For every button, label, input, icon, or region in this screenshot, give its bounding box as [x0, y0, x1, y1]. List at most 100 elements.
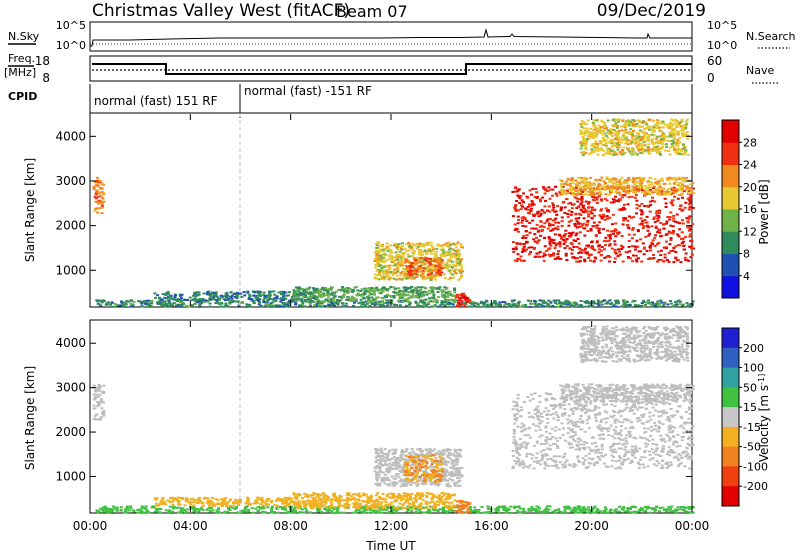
range-cell	[642, 134, 646, 137]
range-cell	[290, 505, 293, 508]
range-cell	[677, 235, 681, 238]
range-cell	[535, 505, 539, 508]
range-cell	[99, 201, 103, 204]
range-cell	[100, 301, 104, 304]
range-cell	[670, 505, 674, 508]
range-cell	[672, 122, 676, 125]
range-cell	[603, 125, 607, 128]
range-cell	[613, 240, 617, 243]
range-cell	[330, 511, 334, 514]
range-cell	[654, 123, 658, 126]
range-cell	[390, 507, 394, 509]
range-cell	[580, 124, 583, 127]
range-cell	[362, 296, 366, 299]
range-cell	[283, 505, 287, 508]
range-cell	[585, 127, 589, 130]
scatter-region-6	[454, 292, 472, 308]
range-cell	[686, 197, 690, 200]
range-cell	[584, 146, 588, 149]
range-cell	[574, 217, 578, 220]
range-cell	[96, 211, 100, 214]
range-cell	[621, 136, 625, 139]
range-cell	[641, 227, 645, 229]
range-cell	[683, 256, 687, 259]
range-cell	[579, 122, 583, 125]
range-cell	[686, 153, 690, 156]
range-cell	[557, 299, 561, 302]
range-cell	[594, 135, 598, 138]
range-cell	[323, 508, 327, 510]
range-cell	[396, 245, 399, 247]
range-cell	[540, 511, 543, 514]
range-cell	[434, 264, 438, 267]
range-cell	[186, 508, 190, 511]
range-cell	[463, 305, 467, 308]
range-cell	[672, 304, 676, 307]
range-cell	[648, 506, 652, 509]
range-cell	[423, 258, 427, 261]
range-cell	[638, 508, 642, 511]
range-cell	[685, 176, 689, 179]
range-cell	[655, 243, 659, 246]
range-cell	[676, 138, 680, 141]
range-cell	[641, 125, 645, 128]
range-cell	[459, 268, 463, 271]
range-cell	[637, 119, 641, 122]
range-cell	[590, 241, 593, 244]
range-cell	[487, 507, 491, 510]
range-cell	[347, 299, 351, 302]
range-cell	[633, 248, 637, 251]
range-cell	[597, 227, 601, 230]
range-cell	[300, 288, 304, 290]
freq-right-tick-top: 60	[707, 54, 722, 68]
range-cell	[369, 293, 373, 296]
range-cell	[94, 389, 98, 391]
range-cell	[437, 263, 441, 266]
range-cell	[658, 150, 662, 153]
range-cell	[171, 500, 175, 503]
range-cell	[258, 301, 261, 304]
range-cell	[457, 255, 460, 258]
range-cell	[224, 302, 228, 305]
range-cell	[381, 290, 385, 293]
range-cell	[271, 505, 274, 508]
range-cell	[311, 295, 315, 298]
range-cell	[377, 260, 381, 263]
range-cell	[435, 247, 439, 250]
range-cell	[515, 190, 519, 193]
range-cell	[519, 507, 523, 510]
range-cell	[571, 182, 575, 185]
range-cell	[681, 237, 685, 240]
range-cell	[259, 507, 263, 510]
range-cell	[306, 301, 310, 304]
range-cell	[611, 152, 615, 155]
range-cell	[676, 197, 680, 200]
range-cell	[689, 303, 693, 306]
range-cell	[456, 262, 460, 265]
range-cell	[639, 179, 642, 182]
range-cell	[649, 186, 653, 189]
range-cell	[302, 290, 306, 293]
range-cell	[547, 222, 551, 225]
range-cell	[378, 270, 381, 273]
range-cell	[398, 254, 402, 257]
range-cell	[580, 305, 584, 308]
range-cell	[664, 193, 668, 196]
range-cell	[252, 294, 256, 297]
range-cell	[627, 239, 631, 242]
range-cell	[181, 498, 185, 501]
range-cell	[648, 128, 651, 131]
range-cell	[585, 508, 589, 511]
range-cell	[572, 188, 576, 191]
range-cell	[589, 227, 593, 230]
range-cell	[362, 511, 366, 514]
range-cell	[541, 301, 545, 304]
range-cell	[606, 119, 610, 122]
range-cell	[668, 153, 672, 156]
range-cell	[294, 301, 298, 304]
range-cell	[158, 296, 161, 299]
range-cell	[176, 506, 180, 509]
range-cell	[662, 246, 666, 249]
range-cell	[389, 286, 393, 288]
range-cell	[617, 135, 620, 138]
